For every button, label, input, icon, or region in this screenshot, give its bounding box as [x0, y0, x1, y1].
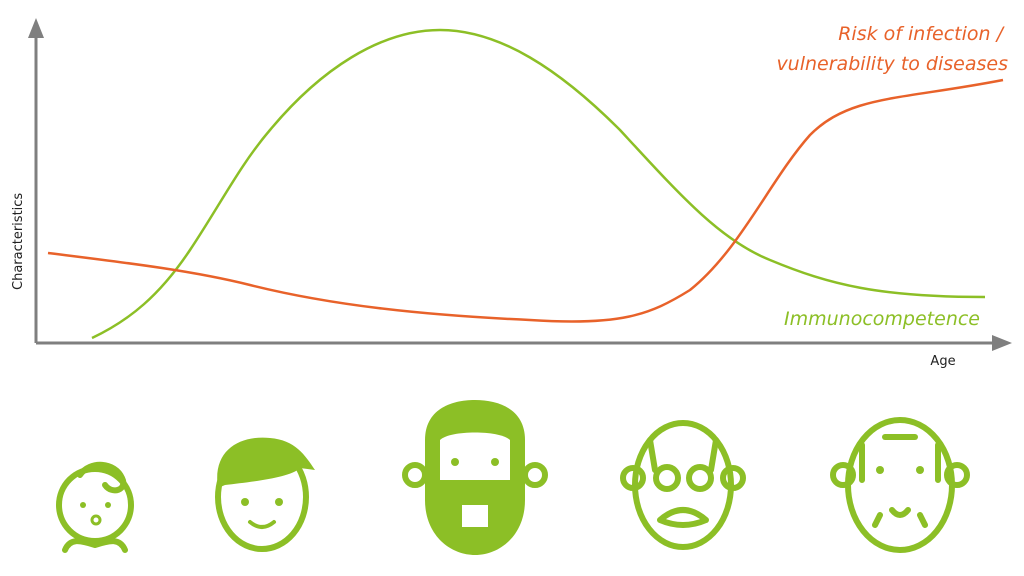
risk-label: vulnerability to diseases — [776, 53, 1008, 75]
y-axis-arrow — [28, 18, 44, 38]
adult-icon — [402, 400, 548, 555]
risk-label: Risk of infection / — [838, 23, 1005, 45]
immunocompetence-curve — [91, 28, 986, 340]
young-icon — [215, 437, 315, 552]
y-axis-label: Characteristics — [11, 193, 26, 290]
baby-icon — [56, 461, 134, 553]
x-axis-label: Age — [930, 354, 955, 369]
immuno-label: Immunocompetence — [784, 308, 980, 330]
elder-icon — [620, 420, 746, 550]
risk-curve — [47, 78, 1004, 323]
x-axis-arrow — [992, 335, 1012, 351]
senior-icon — [830, 417, 970, 553]
